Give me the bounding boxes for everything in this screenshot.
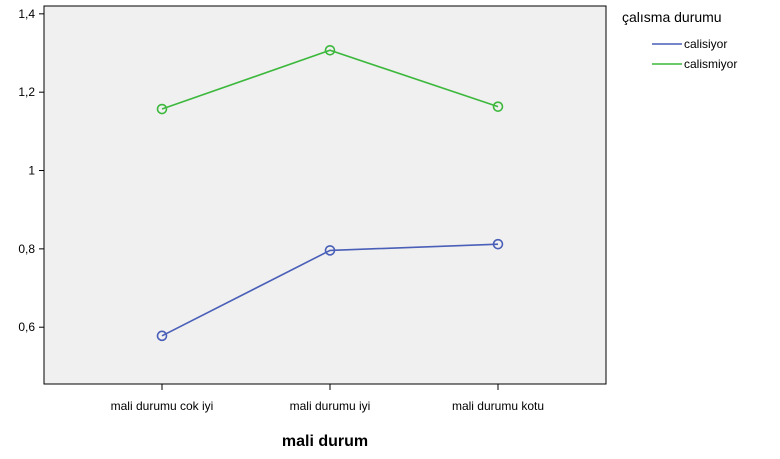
legend-label: calisiyor	[684, 37, 727, 51]
y-tick-label: 0,8	[18, 242, 35, 256]
series-line	[161, 49, 499, 110]
x-axis: mali durumu cok iyi mali durumu iyi mali d…	[111, 384, 544, 413]
legend-label: calismiyor	[684, 57, 737, 71]
y-axis: 0,6 0,8 1 1,2 1,4	[18, 7, 44, 334]
y-tick-label: 1,2	[18, 85, 35, 99]
plot-area	[43, 5, 607, 385]
legend-title: çalısma durumu	[622, 9, 722, 25]
y-tick-label: 1	[28, 164, 35, 178]
y-tick-label: 1,4	[18, 7, 35, 21]
data-point	[324, 245, 336, 256]
x-tick-label: mali durumu iyi	[290, 399, 371, 413]
data-point	[156, 103, 168, 115]
data-point	[324, 44, 336, 56]
data-point	[492, 101, 504, 112]
y-tick-label: 0,6	[18, 320, 35, 334]
data-point	[156, 330, 168, 342]
series-layer	[156, 44, 504, 342]
legend: çalısma durumu calisiyor calismiyor	[622, 9, 737, 71]
data-point	[492, 238, 504, 250]
x-tick-label: mali durumu kotu	[452, 399, 544, 413]
series-line	[161, 243, 499, 337]
x-axis-title: mali durum	[282, 433, 368, 450]
x-tick-label: mali durumu cok iyi	[111, 399, 214, 413]
